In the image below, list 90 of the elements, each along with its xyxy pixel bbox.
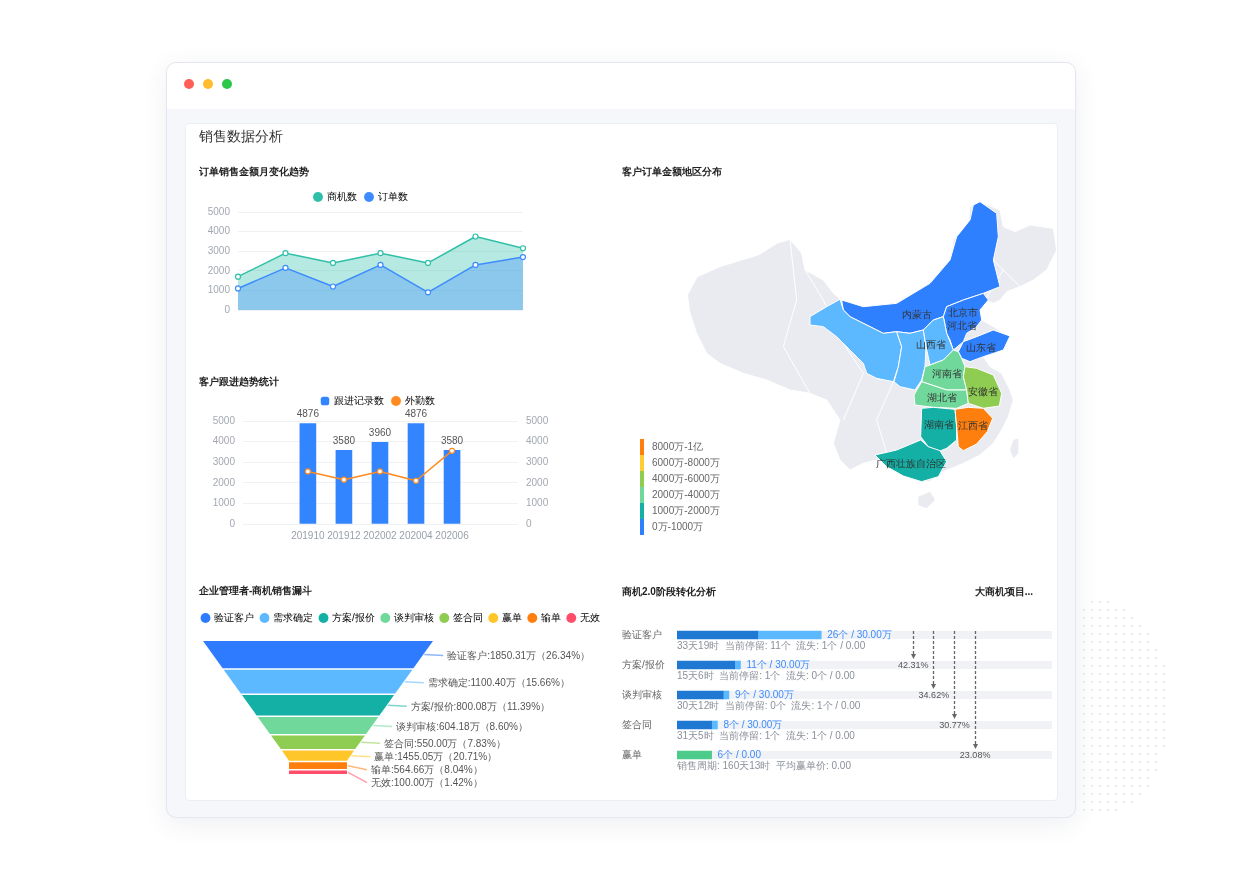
text: 山东省 — [965, 341, 996, 353]
y-tick-label: 2000 — [212, 476, 236, 488]
legend-label: 外勤数 — [405, 394, 435, 406]
text: 山西省 — [915, 338, 946, 350]
annotation: 销售周期: 160天13时 平均赢单价: 0.00 — [676, 759, 852, 771]
text: 需求确定:1100.40万（15.66%） — [427, 677, 570, 689]
y2-tick-label: 3000 — [526, 455, 549, 467]
data-label: 3960 — [368, 427, 392, 439]
text: 江西省 — [957, 419, 988, 431]
y-tick-label: 0 — [224, 303, 231, 315]
annotation: 30天12时 当前停留: 0个 流失: 1个 / 0.00 — [677, 699, 861, 711]
text: 输单:564.66万（8.04%） — [371, 764, 483, 776]
y-tick-label: 3000 — [207, 244, 231, 256]
category-label: 8000万-1亿 — [652, 440, 704, 454]
legend-label: 跟进记录数 — [334, 394, 384, 406]
category-label: 赢单 — [501, 611, 522, 623]
x-tick-label: 201912 — [327, 529, 362, 541]
x-tick-label: 202004 — [399, 529, 434, 541]
text: 赢单:1455.05万（20.71%） — [374, 751, 498, 763]
x-tick-label: 202006 — [435, 529, 470, 541]
y-tick-label: 5000 — [212, 414, 236, 426]
y-tick-label: 1000 — [207, 284, 231, 296]
category-label: 方案/报价 — [332, 611, 375, 623]
category-label: 谈判审核 — [393, 611, 434, 623]
category-label: 0万-1000万 — [652, 520, 704, 534]
x-tick-label: 202002 — [363, 529, 398, 541]
category-label: 1000万-2000万 — [652, 504, 720, 518]
text: 湖南省 — [924, 418, 954, 430]
chart-title: 客户跟进趋势统计 — [198, 375, 279, 387]
x-tick-label: 201910 — [291, 529, 325, 541]
annotation: 15天6时 当前停留: 1个 流失: 0个 / 0.00 — [677, 669, 856, 681]
y2-tick-label: 5000 — [526, 414, 549, 426]
data-label: 4876 — [404, 408, 428, 420]
text: 企业管理者-商机销售漏斗 — [199, 584, 313, 598]
data-label: 3580 — [332, 435, 356, 446]
text: 安徽省 — [968, 386, 999, 398]
text: 湖北省 — [926, 391, 957, 403]
y2-tick-label: 2000 — [526, 476, 549, 488]
text: 广西壮族自治区 — [875, 457, 946, 469]
chart-title: 订单销售金额月变化趋势 — [198, 165, 309, 177]
text: 无效:100.00万（1.42%） — [371, 777, 483, 789]
y-tick-label: 签合同 — [622, 718, 652, 730]
text: 客户订单金额地区分布 — [622, 165, 722, 179]
total-label: 8个 / 30.00万 — [723, 718, 783, 730]
text: 验证客户:1850.31万（26.34%） — [447, 650, 591, 662]
y-tick-label: 验证客户 — [622, 628, 662, 640]
category-label: 输单 — [540, 611, 561, 623]
y-tick-label: 4000 — [207, 225, 231, 237]
text: 30.77% — [939, 720, 970, 731]
chart-title: 商机2.0阶段转化分析 — [621, 585, 716, 597]
category-label: 需求确定 — [273, 611, 313, 623]
total-label: 11个 / 30.00万 — [746, 658, 811, 670]
y-tick-label: 方案/报价 — [622, 658, 665, 670]
text: 签合同:550.00万（7.83%） — [384, 737, 506, 749]
text: 内蒙古 — [901, 308, 932, 320]
text: 河北省 — [946, 320, 977, 332]
annotation: 31天5时 当前停留: 1个 流失: 1个 / 0.00 — [677, 729, 856, 741]
category-label: 签合同 — [452, 611, 483, 623]
y-tick-label: 赢单 — [622, 748, 642, 760]
annotation: 33天19时 当前停留: 11个 流失: 1个 / 0.00 — [677, 639, 866, 651]
y-tick-label: 0 — [229, 517, 236, 529]
text: 谈判审核:604.18万（8.60%） — [396, 720, 528, 732]
y-tick-label: 2000 — [207, 264, 231, 276]
text: 河南省 — [931, 367, 962, 379]
text: 方案/报价:800.08万（11.39%） — [410, 700, 551, 712]
y-tick-label: 4000 — [212, 435, 236, 447]
y-tick-label: 3000 — [212, 455, 236, 467]
text: 42.31% — [897, 660, 929, 671]
total-label: 9个 / 30.00万 — [734, 688, 794, 700]
category-label: 4000万-6000万 — [652, 472, 720, 486]
y2-tick-label: 4000 — [526, 435, 549, 447]
y2-tick-label: 0 — [526, 517, 532, 529]
total-label: 6个 / 0.00 — [717, 748, 762, 760]
total-label: 26个 / 30.00万 — [827, 628, 892, 640]
data-label: 3580 — [440, 435, 464, 446]
y-tick-label: 谈判审核 — [622, 688, 662, 700]
category-label: 无效 — [579, 611, 600, 623]
text: 大商机项目... — [973, 585, 1034, 597]
text: 34.62% — [918, 690, 950, 701]
legend-label: 商机数 — [327, 190, 357, 202]
text: 23.08% — [959, 750, 991, 761]
y2-tick-label: 1000 — [526, 497, 549, 509]
category-label: 2000万-4000万 — [652, 488, 720, 502]
y-tick-label: 1000 — [212, 497, 236, 509]
legend-label: 订单数 — [378, 190, 408, 202]
y-tick-label: 5000 — [207, 205, 231, 217]
data-label: 4876 — [296, 408, 320, 420]
text: 北京市 — [947, 307, 978, 319]
text: 销售数据分析 — [199, 127, 283, 146]
category-label: 6000万-8000万 — [652, 456, 720, 470]
